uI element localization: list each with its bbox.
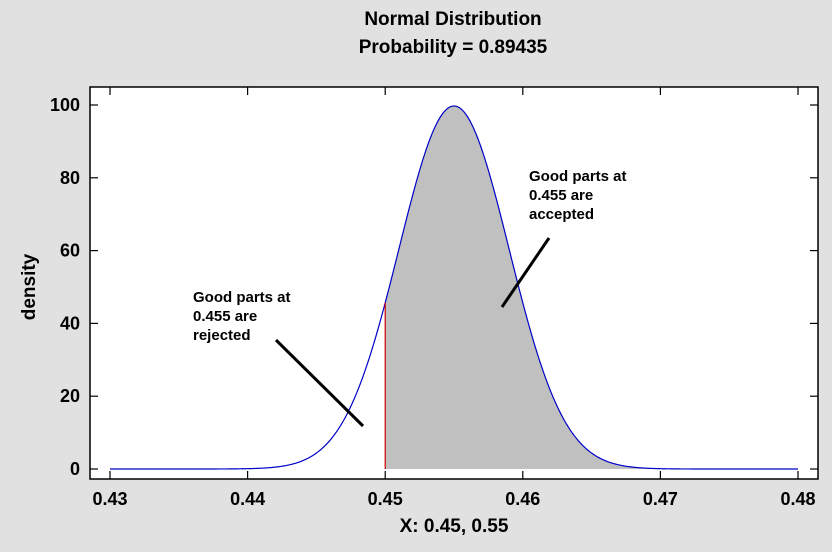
accepted-annotation: Good parts at 0.455 are accepted <box>529 168 631 223</box>
x-axis-label: X: 0.45, 0.55 <box>400 516 509 537</box>
y-tick-label: 20 <box>60 386 80 406</box>
chart-subtitle: Probability = 0.89435 <box>359 37 548 58</box>
x-tick-label: 0.43 <box>92 489 127 509</box>
accepted-annotation-pointer <box>500 237 551 308</box>
accepted-annotation-line-3: accepted <box>529 206 594 223</box>
chart-title: Normal Distribution <box>364 9 541 30</box>
rejected-annotation-line-1: Good parts at <box>193 289 291 306</box>
rejected-annotation-line-3: rejected <box>193 327 251 344</box>
y-tick-label: 80 <box>60 168 80 188</box>
y-axis-label: density <box>19 253 40 320</box>
rejected-annotation: Good parts at 0.455 are rejected <box>193 289 295 344</box>
shaded-probability-area <box>385 105 798 470</box>
x-tick-label: 0.46 <box>505 489 540 509</box>
rejected-annotation-pointer <box>274 338 365 428</box>
x-tick-label: 0.44 <box>230 489 265 509</box>
x-tick-label: 0.48 <box>780 489 815 509</box>
x-tick-label: 0.45 <box>368 489 403 509</box>
y-tick-label: 0 <box>70 459 80 479</box>
y-tick-label: 60 <box>60 241 80 261</box>
rejected-annotation-line-2: 0.455 are <box>193 308 257 325</box>
x-tick-label: 0.47 <box>643 489 678 509</box>
density-curve <box>110 105 798 470</box>
accepted-annotation-line-1: Good parts at <box>529 168 627 185</box>
accepted-annotation-line-2: 0.455 are <box>529 187 593 204</box>
y-tick-label: 100 <box>50 95 80 115</box>
y-tick-label: 40 <box>60 313 80 333</box>
